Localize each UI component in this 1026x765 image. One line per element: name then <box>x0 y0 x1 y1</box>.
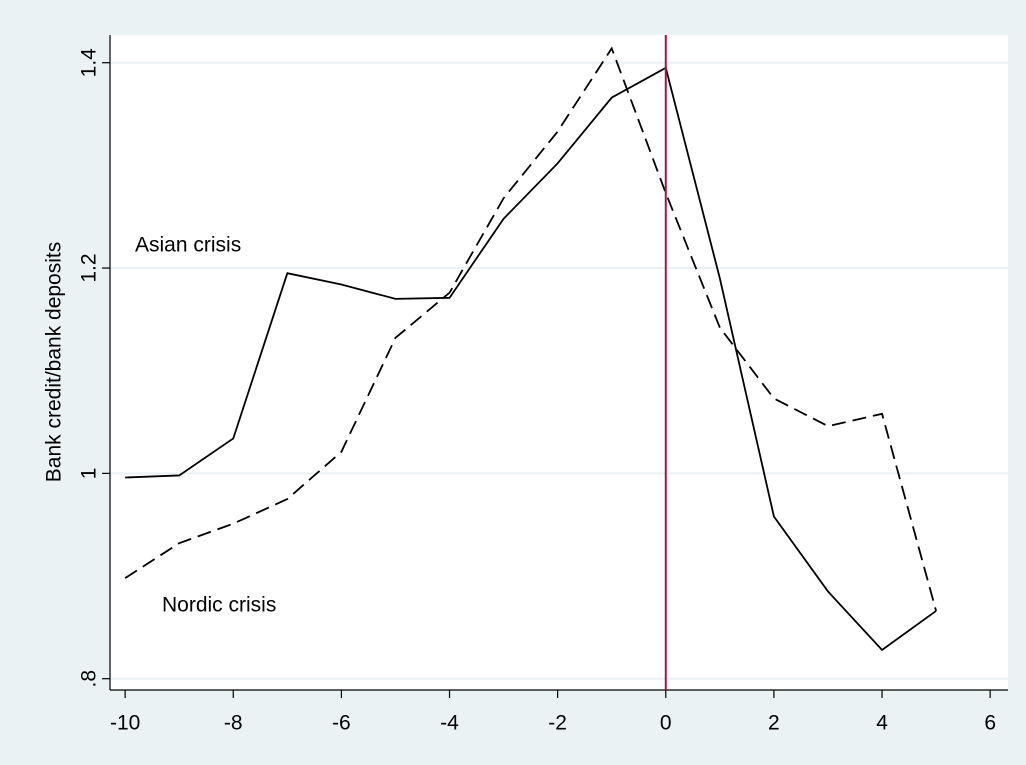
y-tick-label: 1.4 <box>78 48 101 78</box>
plot-area <box>110 35 1008 690</box>
x-tick-label: 0 <box>660 712 672 735</box>
x-tick-label: -4 <box>440 712 459 735</box>
x-tick-label: -8 <box>224 712 243 735</box>
x-tick-label: 4 <box>876 712 888 735</box>
x-tick-label: 6 <box>984 712 996 735</box>
x-tick-label: -6 <box>332 712 351 735</box>
series-label: Nordic crisis <box>162 594 276 617</box>
y-tick-label: 1 <box>78 468 101 480</box>
y-axis-label: Bank credit/bank deposits <box>43 242 66 482</box>
series-label: Asian crisis <box>135 234 241 257</box>
y-tick-label: 1.2 <box>78 253 101 282</box>
series-line <box>124 46 937 612</box>
series-line <box>125 66 937 652</box>
x-tick-label: -10 <box>110 712 140 735</box>
x-tick-label: 2 <box>768 712 780 735</box>
x-tick-label: -2 <box>548 712 567 735</box>
y-tick-label: .8 <box>78 670 101 688</box>
